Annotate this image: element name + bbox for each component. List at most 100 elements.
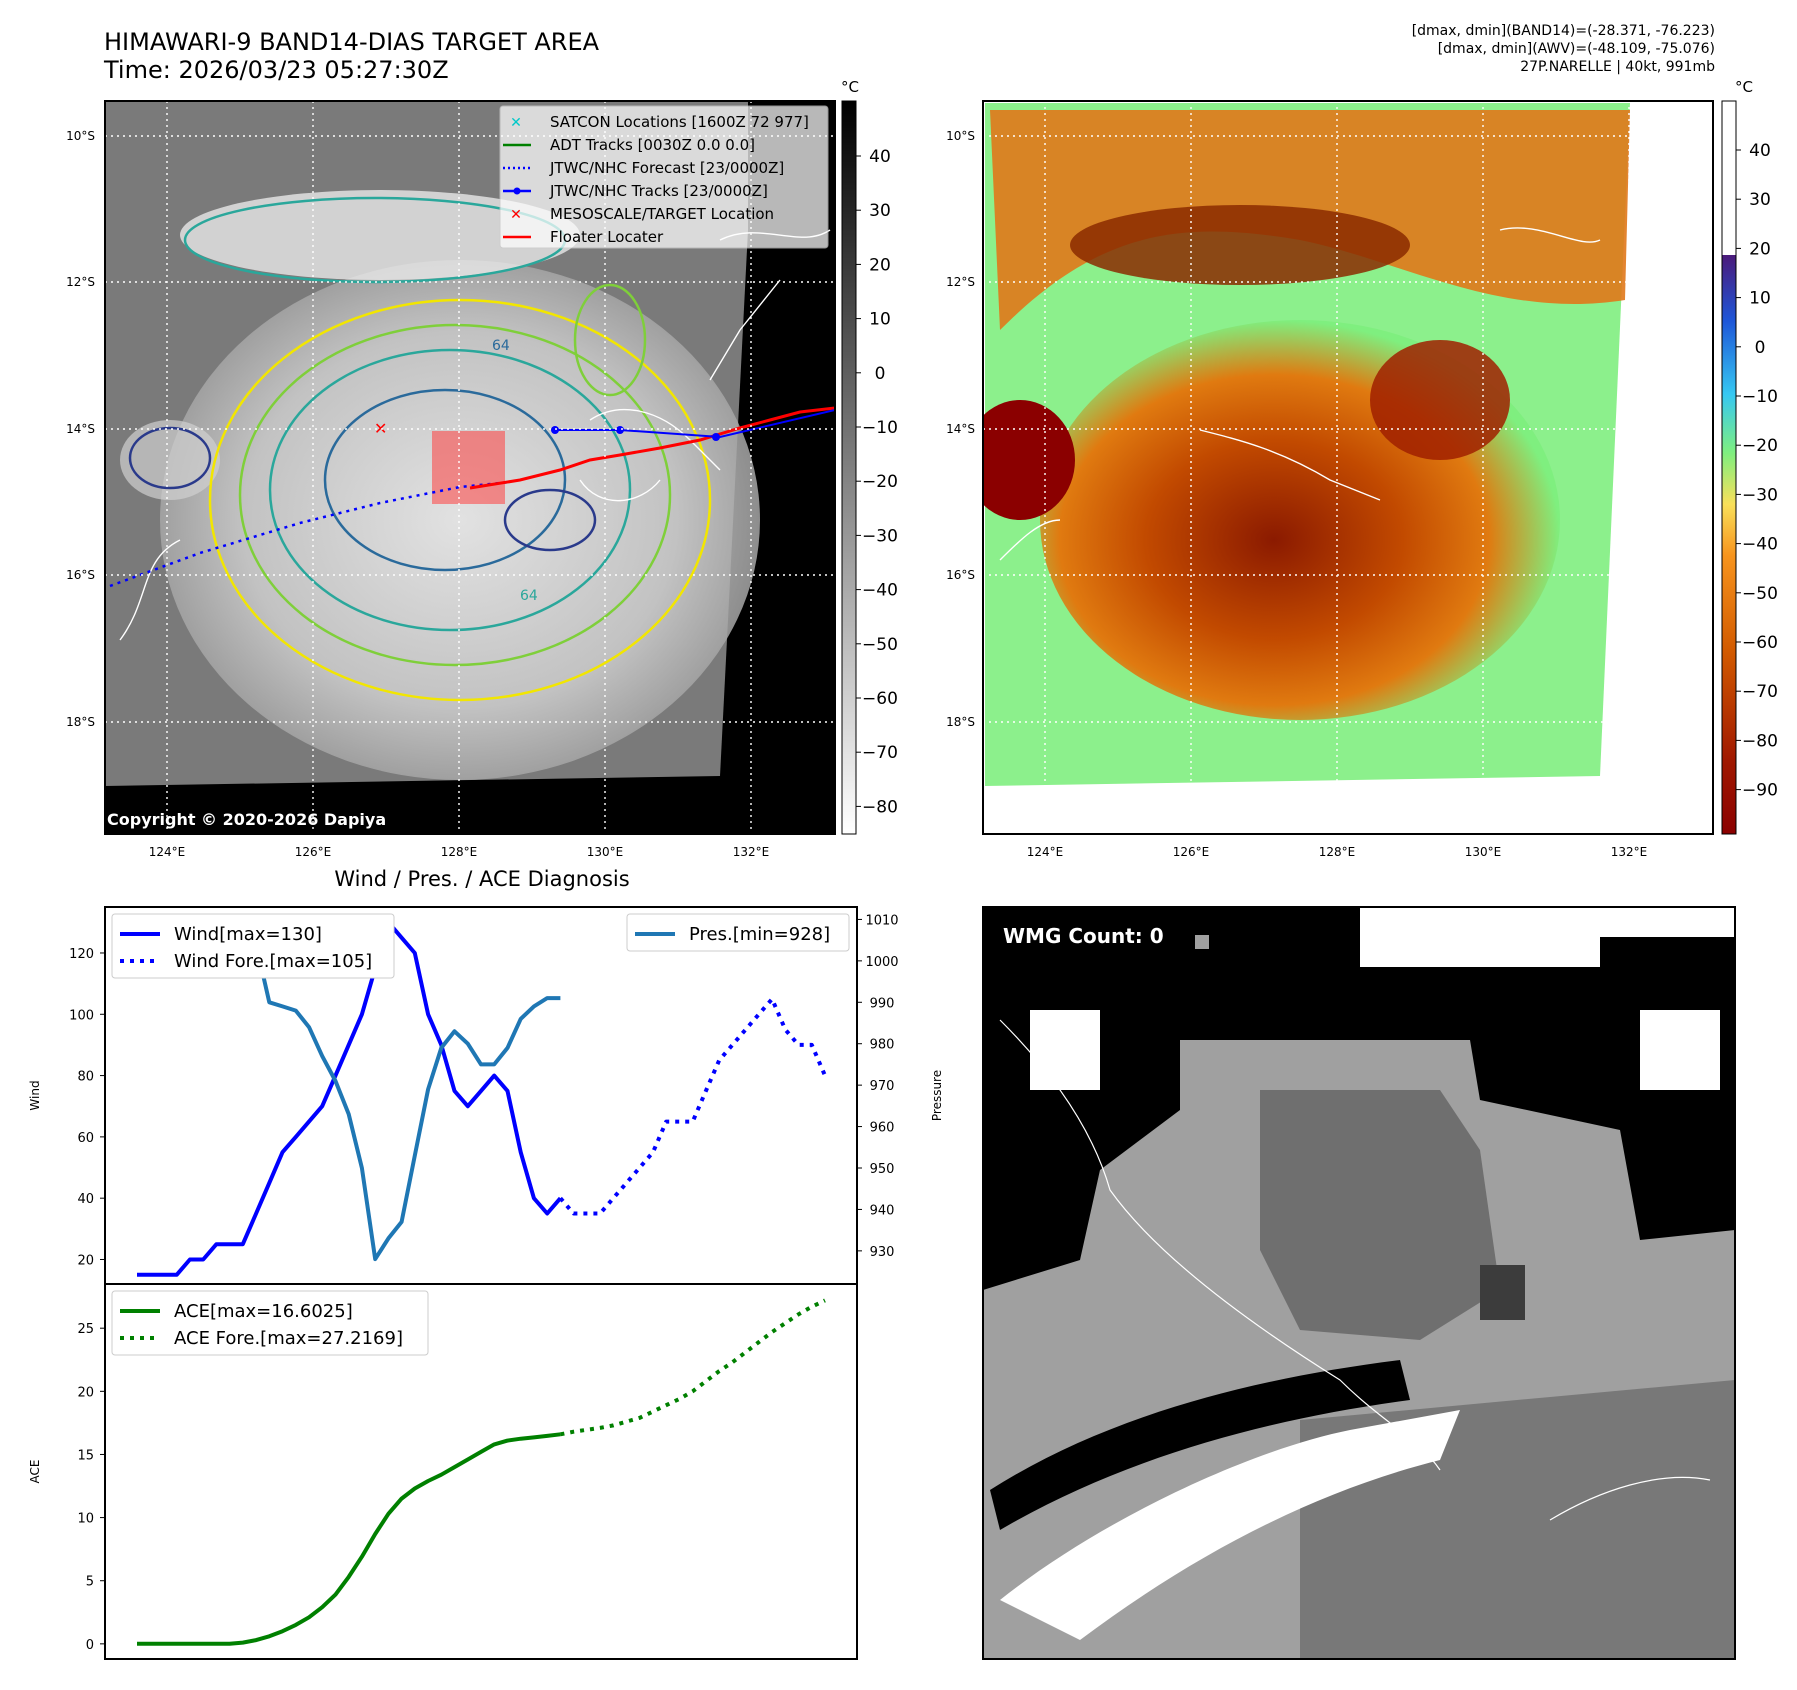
awv-cell <box>1370 340 1510 460</box>
wmg-coastline <box>999 1019 1711 1521</box>
colorbar-tick-label: −10 <box>1742 387 1778 407</box>
legend-marker: ✕ <box>510 207 522 223</box>
title-line-2: Time: 2026/03/23 05:27:30Z <box>104 56 449 84</box>
colorbar-tick-label: −60 <box>1742 633 1778 653</box>
lat-label: 10°S <box>946 129 975 143</box>
figure-title: HIMAWARI-9 BAND14-DIAS TARGET AREA Time:… <box>104 28 599 84</box>
colorbar-unit: °C <box>841 78 859 96</box>
map-frame-2 <box>982 100 1714 835</box>
map-gridlines <box>105 101 835 834</box>
lon-label: 124°E <box>1027 845 1064 859</box>
colorbar-tick-label: 30 <box>1749 190 1771 210</box>
awv-dark-band <box>1070 205 1410 285</box>
y-axis-label: Wind <box>28 1080 42 1110</box>
colorbar-unit-2: °C <box>1735 78 1753 96</box>
colorbar-tick-label: 0 <box>875 364 886 384</box>
y-tick-label: 25 <box>77 1322 94 1337</box>
colorbar-tick-label: −10 <box>862 418 898 438</box>
legend-label: ADT Tracks [0030Z 0.0 0.0] <box>550 136 755 154</box>
legend-item: ✕ SATCON Locations [1600Z 72 977] <box>510 113 809 131</box>
colorbar-tick-label: 30 <box>869 201 891 221</box>
legend-item: JTWC/NHC Tracks [23/0000Z] <box>503 182 768 200</box>
wmg-panel <box>983 907 1735 1659</box>
lat-label: 18°S <box>946 715 975 729</box>
series-line <box>558 997 827 1216</box>
y-tick-label: 20 <box>77 1253 94 1268</box>
y2-axis-label: Pressure <box>930 1070 944 1121</box>
wmg-pixel <box>1195 935 1209 949</box>
legend-label: SATCON Locations [1600Z 72 977] <box>550 113 809 131</box>
colorbar-tick-label: −30 <box>1742 485 1778 505</box>
legend-label: Floater Locater <box>550 228 664 246</box>
colorbar-tick-label: −30 <box>862 526 898 546</box>
lon-label: 126°E <box>1173 845 1210 859</box>
y-tick-label: 80 <box>77 1070 94 1085</box>
lon-label: 128°E <box>1319 845 1356 859</box>
legend-item: Floater Locater <box>503 228 664 246</box>
lon-label: 130°E <box>587 845 624 859</box>
colorbar-tick-label: −50 <box>1742 584 1778 604</box>
jtwc-track <box>555 409 835 439</box>
y2-tick-label: 930 <box>870 1245 895 1260</box>
y-axis-label: ACE <box>28 1460 42 1484</box>
y2-tick-label: 1000 <box>865 955 898 970</box>
wmg-white-top <box>1360 907 1600 967</box>
lon-label: 128°E <box>441 845 478 859</box>
y2-tick-label: 1010 <box>865 913 898 928</box>
y2-tick-label: 990 <box>870 996 895 1011</box>
band14-range: [dmax, dmin](BAND14)=(-28.371, -76.223) <box>1411 23 1715 39</box>
colorbar-tick-label: −40 <box>862 581 898 601</box>
chart-legend: ACE[max=16.6025] ACE Fore.[max=27.2169] <box>111 1290 429 1356</box>
storm-info: [dmax, dmin](BAND14)=(-28.371, -76.223) … <box>1412 22 1715 76</box>
legend-item: ✕ MESOSCALE/TARGET Location <box>510 205 774 223</box>
series-line <box>137 920 562 1277</box>
chart-legend: Wind[max=130] Wind Fore.[max=105] <box>111 913 395 979</box>
y-tick-label: 10 <box>77 1512 94 1527</box>
legend-dot <box>513 187 521 195</box>
colorbar-tick-label: −40 <box>1742 535 1778 555</box>
colorbar-tick-label: −60 <box>862 689 898 709</box>
wmg-black-band <box>990 1360 1410 1530</box>
contour-label-2: 64 <box>520 588 538 604</box>
y-tick-label: 0 <box>86 1638 94 1653</box>
colorbar-tick-label: 0 <box>1755 338 1766 358</box>
y2-tick-label: 950 <box>870 1162 895 1177</box>
lat-label: 12°S <box>66 275 95 289</box>
map-legend: ✕ SATCON Locations [1600Z 72 977] ADT Trac… <box>499 105 829 249</box>
lat-label: 18°S <box>66 715 95 729</box>
y-tick-label: 60 <box>77 1131 94 1146</box>
y-tick-label: 100 <box>69 1008 94 1023</box>
lon-label: 132°E <box>733 845 770 859</box>
awv-colorbar <box>1721 100 1737 835</box>
colorbar-tick-label: −70 <box>862 743 898 763</box>
y-tick-label: 40 <box>77 1192 94 1207</box>
map-gridlines-2 <box>983 101 1713 834</box>
forecast-track <box>109 480 511 588</box>
colorbar-tick-label: −70 <box>1742 682 1778 702</box>
colorbar-tick-label: 40 <box>1749 141 1771 161</box>
map-frame <box>104 100 836 835</box>
colorbar-tick-label: −20 <box>1742 436 1778 456</box>
floater-track <box>469 406 835 490</box>
y2-tick-label: 970 <box>870 1079 895 1094</box>
lat-label: 14°S <box>66 422 95 436</box>
colorbar-tick-label: −50 <box>862 635 898 655</box>
wmg-region-mid <box>1260 1090 1500 1340</box>
temperature-contours <box>128 196 712 702</box>
colorbar-tick-label: 10 <box>869 310 891 330</box>
wmg-white-cell-2 <box>1640 1010 1720 1090</box>
legend-label: JTWC/NHC Forecast [23/0000Z] <box>549 159 784 177</box>
colorbar-tick-label: −20 <box>862 472 898 492</box>
colorbar-tick-label: 10 <box>1749 289 1771 309</box>
floater-box <box>432 431 505 504</box>
chart-legend-label: Wind[max=130] <box>174 924 322 945</box>
colorbar-tick-label: 20 <box>869 255 891 275</box>
wmg-region-lower <box>1300 1380 1735 1659</box>
coastline-2 <box>999 227 1601 561</box>
lon-label: 130°E <box>1465 845 1502 859</box>
chart-legend-label: ACE[max=16.6025] <box>174 1301 353 1322</box>
colorbar-tick-label: −80 <box>862 797 898 817</box>
series-line <box>137 1432 561 1646</box>
legend-item: JTWC/NHC Forecast [23/0000Z] <box>503 159 784 177</box>
awv-dark-cell <box>983 400 1075 520</box>
